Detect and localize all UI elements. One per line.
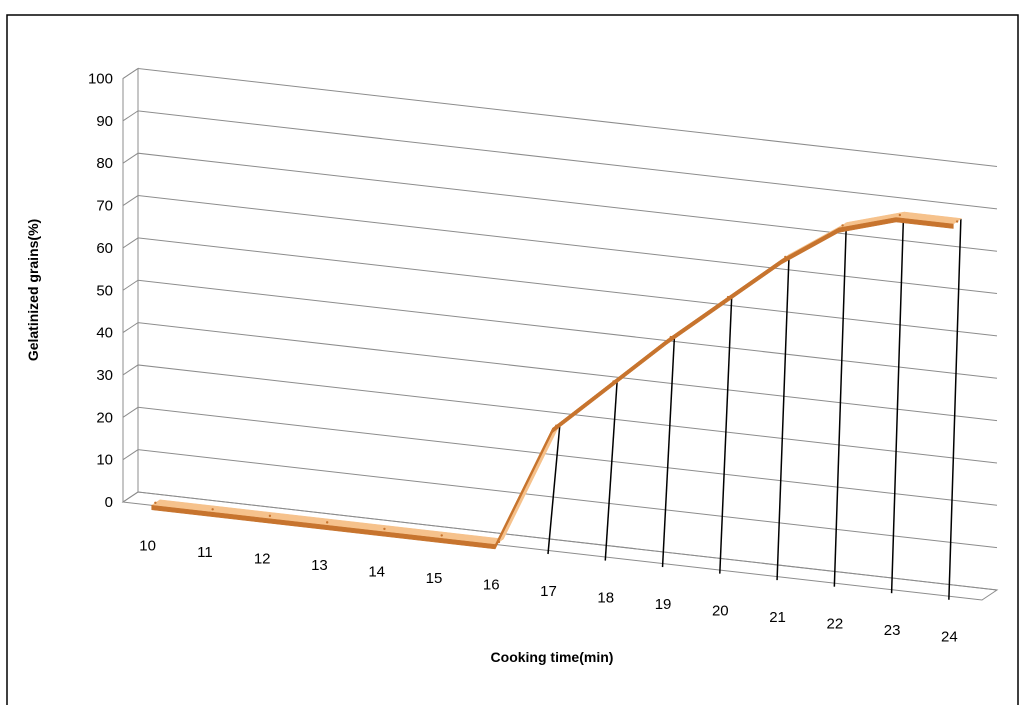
y-tick-label: 80 bbox=[96, 155, 113, 172]
y-tick-label: 70 bbox=[96, 198, 113, 215]
y-gridline bbox=[122, 152, 998, 252]
data-point bbox=[726, 295, 730, 299]
y-gridline bbox=[122, 279, 998, 379]
data-point bbox=[268, 514, 272, 518]
chart-border bbox=[6, 14, 1019, 705]
y-tick-label: 50 bbox=[96, 282, 113, 299]
x-tick-label: 24 bbox=[941, 629, 958, 646]
y-tick-label: 20 bbox=[96, 409, 113, 426]
y-axis-tick-labels: 0 10 20 30 40 50 60 70 80 90 100 bbox=[88, 71, 113, 512]
data-point bbox=[383, 527, 386, 531]
drop-line bbox=[661, 334, 676, 568]
y-tick-label: 60 bbox=[96, 240, 113, 257]
ribbon-segment-side bbox=[781, 227, 840, 265]
x-tick-label: 15 bbox=[426, 570, 443, 587]
data-point bbox=[440, 534, 443, 537]
ribbon-segment-side bbox=[895, 217, 954, 229]
data-point bbox=[497, 540, 501, 544]
y-gridline bbox=[122, 322, 998, 422]
x-tick-label: 11 bbox=[197, 544, 213, 561]
y-gridline bbox=[122, 449, 998, 549]
y-tick-label: 90 bbox=[96, 113, 113, 130]
y-axis-title: Gelatinized grains(%) bbox=[25, 219, 41, 361]
drop-line bbox=[833, 222, 848, 587]
data-point bbox=[669, 335, 672, 339]
data-point bbox=[325, 521, 329, 524]
y-gridline bbox=[122, 406, 998, 506]
y-gridline bbox=[122, 67, 998, 167]
drop-line bbox=[719, 294, 733, 574]
x-axis-tick-labels: 10 11 12 13 14 15 16 17 18 19 20 21 22 23 24 bbox=[139, 537, 957, 645]
x-axis-title: Cooking time(min) bbox=[491, 649, 614, 665]
x-tick-label: 19 bbox=[655, 596, 672, 613]
x-tick-label: 18 bbox=[597, 590, 614, 607]
data-point bbox=[841, 224, 844, 227]
y-tick-label: 100 bbox=[88, 71, 113, 88]
ribbon-segment-side bbox=[494, 428, 553, 550]
data-point bbox=[612, 380, 615, 383]
drop-line bbox=[604, 378, 619, 561]
drop-lines bbox=[547, 212, 962, 600]
x-tick-label: 21 bbox=[769, 609, 786, 626]
x-tick-label: 13 bbox=[311, 557, 328, 574]
y-tick-label: 10 bbox=[96, 452, 113, 469]
drop-line bbox=[776, 254, 790, 581]
y-gridline bbox=[122, 237, 998, 337]
y-gridline bbox=[122, 110, 998, 210]
x-tick-label: 17 bbox=[540, 583, 557, 600]
ribbon-segment-side bbox=[666, 299, 725, 345]
y-tick-label: 40 bbox=[96, 325, 113, 342]
data-point bbox=[955, 220, 959, 223]
y-tick-label: 30 bbox=[96, 367, 113, 384]
data-point bbox=[555, 424, 558, 427]
y-gridline bbox=[122, 364, 998, 464]
y-tick-label: 0 bbox=[105, 494, 113, 511]
ribbon-segment-side bbox=[552, 383, 611, 434]
x-tick-label: 16 bbox=[483, 576, 500, 593]
x-tick-label: 10 bbox=[139, 537, 156, 554]
data-point bbox=[784, 255, 787, 259]
data-point bbox=[898, 213, 902, 217]
x-tick-label: 22 bbox=[826, 616, 843, 633]
series-ribbon bbox=[150, 211, 963, 550]
drop-line bbox=[948, 219, 962, 600]
drop-line bbox=[547, 423, 561, 555]
data-point bbox=[211, 508, 214, 511]
data-point bbox=[154, 501, 157, 504]
x-tick-label: 23 bbox=[884, 622, 901, 639]
ribbon-segment-side bbox=[609, 339, 668, 389]
floor-outline bbox=[121, 491, 999, 601]
y-gridline bbox=[122, 195, 998, 295]
chart-floor bbox=[121, 491, 999, 601]
x-tick-label: 12 bbox=[254, 550, 271, 567]
x-tick-label: 20 bbox=[712, 603, 729, 620]
x-tick-label: 14 bbox=[368, 563, 385, 580]
drop-line bbox=[890, 212, 905, 594]
